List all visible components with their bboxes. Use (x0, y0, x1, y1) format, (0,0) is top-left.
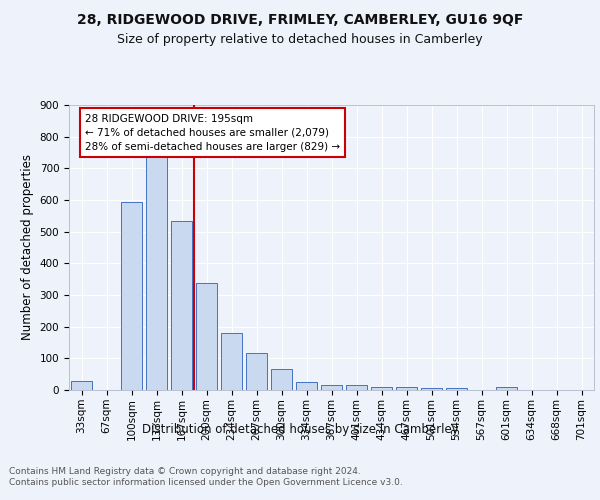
Bar (271, 370, 292, 390)
Bar (171, 220, 192, 390)
Text: Contains HM Land Registry data © Crown copyright and database right 2024.
Contai: Contains HM Land Registry data © Crown c… (9, 468, 403, 487)
Text: 28, RIDGEWOOD DRIVE, FRIMLEY, CAMBERLEY, GU16 9QF: 28, RIDGEWOOD DRIVE, FRIMLEY, CAMBERLEY,… (77, 12, 523, 26)
Bar (496, 388, 517, 390)
Text: Size of property relative to detached houses in Camberley: Size of property relative to detached ho… (117, 32, 483, 46)
Bar (121, 202, 142, 390)
Bar (246, 352, 267, 390)
Bar (446, 388, 467, 390)
Y-axis label: Number of detached properties: Number of detached properties (21, 154, 34, 340)
Bar (421, 388, 442, 390)
Bar (396, 388, 417, 390)
Bar (146, 156, 167, 390)
Bar (371, 387, 392, 390)
Text: 28 RIDGEWOOD DRIVE: 195sqm
← 71% of detached houses are smaller (2,079)
28% of s: 28 RIDGEWOOD DRIVE: 195sqm ← 71% of deta… (85, 114, 340, 152)
Bar (71, 382, 92, 390)
Bar (196, 283, 217, 390)
Text: Distribution of detached houses by size in Camberley: Distribution of detached houses by size … (142, 422, 458, 436)
Bar (221, 333, 242, 390)
Bar (346, 385, 367, 390)
Bar (296, 382, 317, 390)
Bar (321, 385, 342, 390)
